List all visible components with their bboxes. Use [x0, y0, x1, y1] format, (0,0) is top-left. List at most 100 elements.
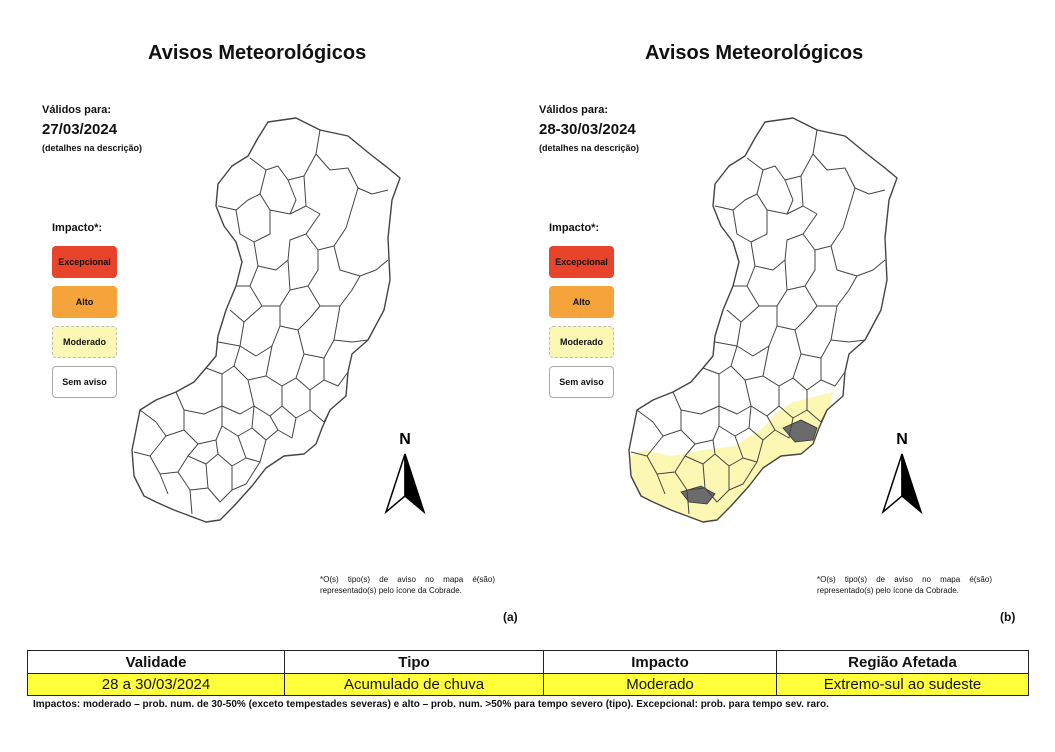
municipal-boundary: [800, 153, 814, 207]
legend-sem-aviso: Sem aviso: [52, 366, 117, 398]
municipal-boundary: [786, 250, 816, 291]
municipal-boundary: [756, 169, 818, 215]
municipal-boundary: [295, 358, 325, 391]
municipal-boundary: [718, 379, 752, 415]
north-label: N: [399, 431, 411, 448]
municipal-boundaries: [630, 129, 886, 515]
municipal-boundary: [251, 415, 279, 441]
legend-excepcional: Excepcional: [549, 246, 614, 278]
header-validade: Validade: [27, 650, 285, 674]
municipal-boundary: [776, 305, 818, 331]
municipal-boundary: [249, 259, 291, 307]
municipal-boundary: [830, 245, 886, 277]
municipal-boundary: [636, 409, 682, 437]
municipal-boundary: [804, 275, 858, 307]
municipal-boundary: [233, 345, 273, 381]
state-map: [131, 117, 401, 523]
municipal-boundary: [235, 209, 271, 243]
footnote: *O(s) tipo(s) de aviso no mapa é(são) re…: [320, 575, 495, 595]
panel-letter: (a): [503, 610, 518, 624]
municipal-boundaries: [133, 129, 389, 515]
municipal-boundary: [792, 358, 822, 391]
table-row: 28 a 30/03/2024 Acumulado de chuva Moder…: [27, 673, 1029, 696]
header-tipo: Tipo: [284, 650, 544, 674]
municipal-boundary: [774, 417, 794, 439]
cell-regiao: Extremo-sul ao sudeste: [776, 673, 1029, 696]
municipal-boundary: [217, 193, 261, 211]
municipal-boundary: [159, 473, 169, 495]
municipal-boundary: [702, 345, 738, 375]
municipal-boundary: [748, 415, 776, 441]
municipal-boundary: [802, 187, 856, 251]
legend-alto: Alto: [549, 286, 614, 318]
municipal-boundary: [736, 306, 778, 357]
state-outline: [628, 117, 898, 523]
municipal-boundary: [231, 461, 261, 491]
municipal-boundary: [806, 409, 828, 423]
municipal-boundary: [784, 179, 794, 215]
municipal-boundary: [229, 305, 263, 323]
municipal-boundary: [333, 339, 369, 343]
municipal-boundary: [750, 213, 818, 271]
header-regiao-afetada: Região Afetada: [776, 650, 1029, 674]
municipal-boundary: [750, 386, 780, 417]
municipal-boundary: [139, 409, 185, 437]
municipal-boundary: [259, 169, 321, 215]
legend-excepcional: Excepcional: [52, 246, 117, 278]
municipal-boundary: [239, 306, 281, 357]
municipal-boundary: [830, 339, 866, 343]
municipal-boundary: [175, 374, 223, 415]
municipal-boundary: [656, 473, 666, 495]
municipal-boundary: [287, 179, 297, 215]
table-header-row: Validade Tipo Impacto Região Afetada: [27, 650, 1029, 674]
map-panel-b: Avisos Meteorológicos Válidos para: 28-3…: [497, 0, 1024, 635]
valid-label: Válidos para:: [42, 104, 112, 116]
valid-note: (detalhes na descrição): [539, 143, 640, 153]
municipal-boundary: [714, 435, 744, 467]
municipal-boundary: [686, 489, 690, 515]
municipal-boundary: [133, 435, 167, 457]
municipal-boundary: [187, 439, 219, 465]
panel-title: Avisos Meteorológicos: [148, 42, 367, 64]
north-arrow-icon: N: [384, 431, 426, 515]
municipal-boundary: [778, 390, 808, 419]
municipal-boundary: [207, 466, 233, 503]
north-label: N: [896, 431, 908, 448]
warning-area-moderado: [629, 392, 833, 522]
municipal-boundary: [221, 405, 255, 437]
municipal-boundary: [265, 353, 305, 387]
municipal-boundary: [205, 345, 241, 375]
municipal-boundary: [718, 405, 752, 437]
municipal-boundary: [277, 417, 297, 439]
municipal-boundary: [297, 305, 341, 359]
municipal-boundary: [714, 341, 738, 347]
legend-alto: Alto: [52, 286, 117, 318]
legend-moderado: Moderado: [52, 326, 117, 358]
panel-letter: (b): [1000, 610, 1016, 624]
municipal-boundary: [820, 371, 846, 387]
municipal-boundary: [281, 390, 311, 419]
impact-definitions-note: Impactos: moderado – prob. num. de 30-50…: [33, 699, 829, 710]
legend-moderado: Moderado: [549, 326, 614, 358]
municipal-boundary: [762, 353, 802, 387]
municipal-boundary: [684, 439, 716, 465]
valid-note: (detalhes na descrição): [42, 143, 143, 153]
cell-validade: 28 a 30/03/2024: [27, 673, 285, 696]
municipal-boundary: [305, 187, 359, 251]
municipal-boundary: [746, 157, 802, 181]
municipal-boundary: [680, 406, 720, 445]
municipal-boundary: [730, 345, 770, 381]
municipal-boundary: [149, 443, 199, 475]
state-outline: [131, 117, 401, 523]
municipal-boundary: [309, 409, 331, 423]
municipal-boundary: [249, 157, 305, 181]
legend-sem-aviso: Sem aviso: [549, 366, 614, 398]
cell-tipo: Acumulado de chuva: [284, 673, 544, 696]
municipal-boundary: [672, 374, 720, 415]
municipal-boundary: [221, 379, 255, 415]
municipal-boundary: [794, 305, 838, 359]
valid-date: 28-30/03/2024: [539, 121, 636, 138]
municipal-boundary: [732, 209, 768, 243]
municipal-boundary: [746, 259, 788, 307]
municipal-boundary: [217, 435, 247, 467]
